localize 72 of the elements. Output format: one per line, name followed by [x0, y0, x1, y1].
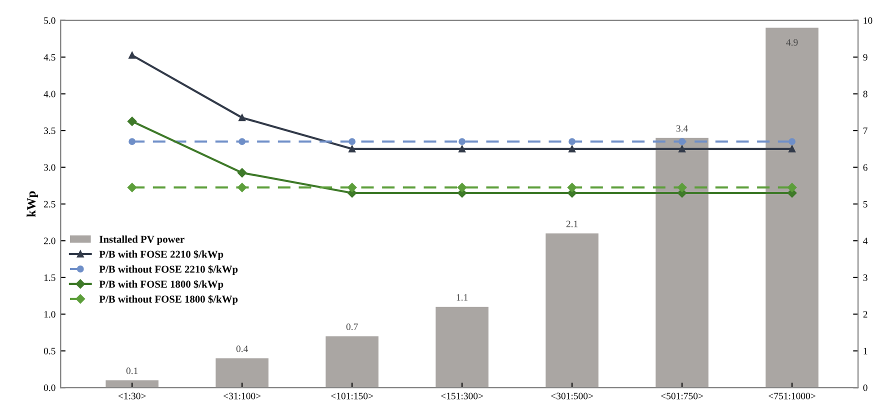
point — [347, 182, 357, 192]
y2-tick-label: 5 — [863, 201, 868, 208]
legend-label: P/B with FOSE 2210 $/kWp — [99, 250, 224, 260]
y-tick-label: 2.5 — [44, 200, 56, 208]
y-tick-label: 1.0 — [44, 311, 56, 318]
y-tick-label: 4.0 — [44, 90, 56, 98]
data-label: 4.9 — [786, 39, 798, 46]
point — [237, 182, 247, 192]
y2-tick-label: 4 — [863, 238, 868, 244]
y-tick-label: 4.5 — [44, 54, 56, 61]
point — [458, 138, 466, 146]
legend-label: P/B without FOSE 2210 $/kWp — [99, 265, 238, 275]
x-tick-label: <1:30> — [118, 392, 146, 400]
x-tick-label: <751:1000> — [768, 392, 816, 400]
y2-tick-label: 7 — [864, 128, 868, 134]
y2-tick-label: 10 — [864, 17, 872, 24]
y2-tick-label: 2 — [863, 311, 868, 318]
legend-label: P/B with FOSE 1800 $/kWp — [99, 280, 224, 290]
y-tick-label: 5.0 — [44, 17, 56, 24]
data-label: 0.1 — [126, 368, 138, 374]
point — [567, 182, 577, 192]
point — [678, 145, 686, 152]
y2-tick-label: 0 — [863, 384, 868, 392]
y-tick-label: 3.5 — [44, 127, 56, 134]
y-tick-label: 1.5 — [44, 274, 56, 281]
point — [348, 145, 356, 152]
y2-tick-label: 1 — [864, 348, 868, 354]
bar — [656, 138, 708, 388]
point — [787, 182, 797, 192]
legend-label: P/B without FOSE 1800 $/kWp — [99, 295, 238, 305]
point — [238, 138, 246, 146]
point — [128, 138, 136, 146]
y2-tick-label: 9 — [863, 54, 868, 61]
point — [127, 116, 137, 126]
x-tick-label: <301:500> — [551, 392, 594, 400]
y2-tick-label: 3 — [863, 274, 868, 281]
point — [457, 182, 467, 192]
point — [348, 138, 356, 146]
bar — [546, 233, 598, 388]
y-axis-title: kWp — [26, 191, 38, 217]
point — [238, 114, 246, 122]
y2-tick-label: 8 — [863, 90, 868, 98]
point — [677, 182, 687, 192]
data-label: 2.1 — [566, 220, 578, 228]
point — [568, 138, 576, 146]
y2-tick-label: 6 — [863, 164, 868, 171]
bar — [436, 306, 488, 388]
x-tick-label: <101:150> — [331, 392, 374, 400]
y-tick-label: 2.0 — [44, 238, 56, 244]
data-label: 1.1 — [456, 294, 468, 301]
bar — [106, 380, 158, 388]
bar — [216, 358, 268, 388]
x-tick-label: <151:300> — [441, 392, 484, 400]
bar — [766, 28, 818, 388]
point — [458, 145, 466, 152]
point — [127, 182, 137, 192]
data-label: 3.4 — [676, 125, 688, 132]
data-label: 0.7 — [346, 323, 358, 330]
point — [128, 52, 136, 59]
point — [788, 145, 796, 152]
data-label: 0.4 — [236, 346, 248, 352]
point — [237, 168, 247, 178]
x-tick-label: <501:750> — [661, 392, 703, 400]
point — [568, 145, 576, 152]
x-tick-label: <31:100> — [224, 392, 261, 400]
legend-label: Installed PV power — [99, 235, 184, 245]
bar — [326, 336, 378, 388]
point — [678, 138, 686, 146]
y-tick-label: 3.0 — [44, 164, 56, 171]
y-tick-label: 0.5 — [44, 348, 56, 354]
point — [788, 138, 796, 146]
y-tick-label: 0.0 — [44, 384, 56, 392]
